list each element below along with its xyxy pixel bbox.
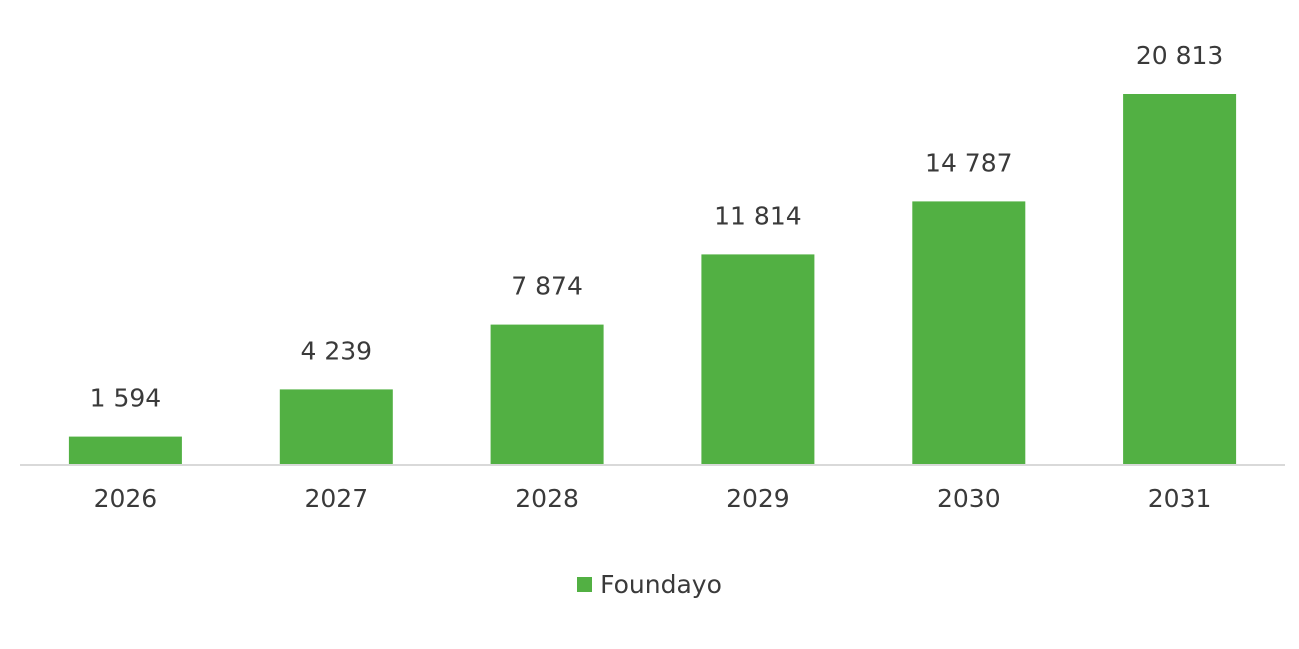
value-labels-layer: 1 594 4 239 7 874 11 814 14 787 20 813 bbox=[90, 41, 1224, 413]
x-tick-label-2029: 2029 bbox=[726, 484, 790, 513]
x-tick-labels: 2026 2027 2028 2029 2030 2031 bbox=[94, 484, 1212, 513]
bar-2029 bbox=[701, 254, 815, 465]
bar-2027 bbox=[279, 389, 393, 465]
bar-2031 bbox=[1123, 94, 1237, 465]
legend-label: Foundayo bbox=[600, 570, 722, 599]
x-tick-label-2030: 2030 bbox=[937, 484, 1001, 513]
bars-layer bbox=[68, 94, 1237, 465]
x-tick-label-2027: 2027 bbox=[304, 484, 368, 513]
value-label-2031: 20 813 bbox=[1136, 41, 1223, 70]
value-label-2027: 4 239 bbox=[301, 336, 373, 365]
x-tick-label-2026: 2026 bbox=[94, 484, 158, 513]
x-tick-label-2031: 2031 bbox=[1148, 484, 1212, 513]
x-tick-label-2028: 2028 bbox=[515, 484, 579, 513]
bar-2028 bbox=[490, 324, 604, 465]
value-label-2030: 14 787 bbox=[925, 148, 1012, 177]
legend-swatch bbox=[577, 577, 593, 592]
value-label-2028: 7 874 bbox=[511, 272, 583, 301]
bar-2026 bbox=[68, 436, 182, 465]
legend: Foundayo bbox=[0, 570, 1299, 599]
bar-2030 bbox=[912, 201, 1026, 465]
value-label-2029: 11 814 bbox=[714, 201, 801, 230]
value-label-2026: 1 594 bbox=[90, 384, 162, 413]
